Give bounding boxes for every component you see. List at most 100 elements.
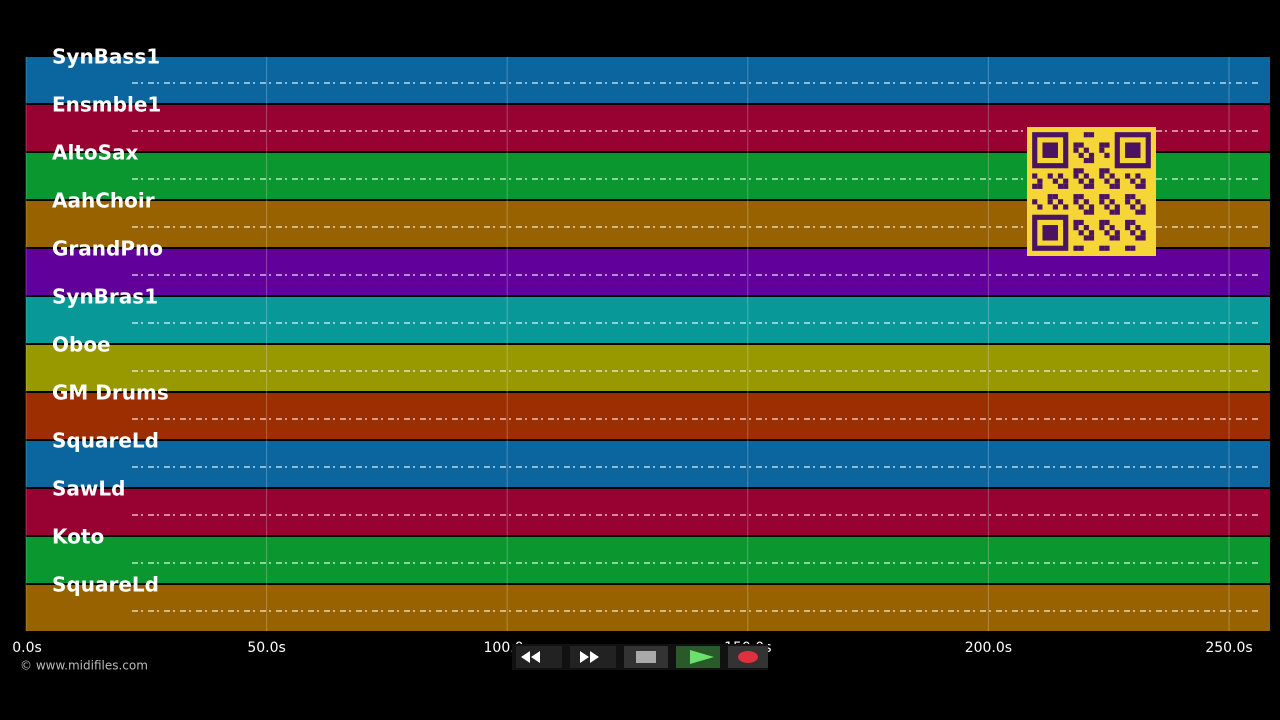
qr-module bbox=[1078, 152, 1084, 158]
rewind-button[interactable] bbox=[516, 646, 562, 668]
qr-module bbox=[1104, 194, 1110, 200]
qr-module bbox=[1140, 230, 1146, 236]
qr-module bbox=[1140, 209, 1146, 215]
qr-module bbox=[1109, 173, 1115, 179]
qr-module bbox=[1052, 178, 1058, 184]
qr-module bbox=[1073, 219, 1079, 226]
qr-module bbox=[1063, 178, 1069, 184]
qr-module bbox=[1104, 152, 1110, 158]
qr-module bbox=[1109, 235, 1115, 241]
qr-module bbox=[1057, 183, 1064, 189]
qr-module bbox=[1125, 199, 1131, 205]
qr-module bbox=[1135, 209, 1141, 215]
track-band bbox=[26, 537, 1270, 583]
qr-module bbox=[1130, 178, 1136, 184]
qr-module bbox=[1099, 219, 1105, 226]
time-tick-label: 200.0s bbox=[965, 640, 1012, 656]
qr-module bbox=[1114, 209, 1120, 215]
qr-finder-eye bbox=[1125, 142, 1141, 158]
qr-module bbox=[1135, 199, 1141, 205]
qr-module bbox=[1125, 245, 1131, 251]
qr-module bbox=[1140, 183, 1146, 189]
qr-module bbox=[1088, 132, 1095, 138]
qr-module bbox=[1104, 219, 1110, 226]
qr-module bbox=[1109, 225, 1115, 231]
qr-module bbox=[1114, 235, 1120, 241]
qr-module bbox=[1104, 245, 1110, 251]
qr-finder-eye bbox=[1042, 142, 1058, 158]
qr-module bbox=[1109, 183, 1115, 189]
qr-module bbox=[1099, 194, 1105, 200]
qr-module bbox=[1057, 173, 1064, 179]
qr-module bbox=[1052, 194, 1058, 200]
qr-module bbox=[1083, 173, 1089, 179]
track-labels: SynBass1 Ensmble1 AltoSax AahChoir GrandPno S… bbox=[52, 45, 169, 597]
qr-module bbox=[1088, 157, 1095, 164]
qr-module bbox=[1083, 235, 1089, 241]
qr-module bbox=[1088, 209, 1095, 215]
qr-module bbox=[1088, 230, 1095, 236]
qr-module bbox=[1083, 209, 1089, 215]
qr-module bbox=[1130, 204, 1136, 210]
track-band bbox=[26, 297, 1270, 343]
qr-module bbox=[1047, 199, 1053, 205]
qr-module bbox=[1078, 168, 1084, 174]
qr-module bbox=[1073, 168, 1079, 174]
qr-module bbox=[1088, 152, 1095, 158]
forward-button[interactable] bbox=[570, 646, 616, 668]
qr-module bbox=[1032, 173, 1038, 179]
qr-module bbox=[1083, 157, 1089, 164]
qr-module bbox=[1073, 245, 1079, 251]
qr-module bbox=[1073, 199, 1079, 205]
qr-module bbox=[1078, 142, 1084, 148]
qr-module bbox=[1073, 173, 1079, 179]
qr-module bbox=[1037, 204, 1043, 210]
time-tick-label: 0.0s bbox=[12, 640, 42, 656]
qr-module bbox=[1063, 183, 1069, 189]
stop-button[interactable] bbox=[624, 646, 668, 668]
track-name: AahChoir bbox=[52, 189, 155, 213]
qr-module bbox=[1078, 245, 1084, 251]
qr-module bbox=[1140, 204, 1146, 210]
track-name: GM Drums bbox=[52, 381, 169, 405]
qr-module bbox=[1109, 199, 1115, 205]
qr-module bbox=[1078, 178, 1084, 184]
qr-module bbox=[1083, 199, 1089, 205]
qr-module bbox=[1083, 147, 1089, 153]
track-name: SquareLd bbox=[52, 573, 159, 597]
qr-module bbox=[1135, 235, 1141, 241]
time-tick-label: 50.0s bbox=[247, 640, 285, 656]
qr-module bbox=[1078, 230, 1084, 236]
track-name: AltoSax bbox=[52, 141, 139, 165]
qr-module bbox=[1047, 194, 1053, 200]
record-button[interactable] bbox=[728, 646, 768, 668]
qr-module bbox=[1125, 173, 1131, 179]
qr-module bbox=[1032, 183, 1038, 189]
qr-finder-eye bbox=[1042, 225, 1058, 241]
play-button[interactable] bbox=[676, 646, 720, 668]
track-name: SynBras1 bbox=[52, 285, 158, 309]
qr-module bbox=[1037, 178, 1043, 184]
qr-module bbox=[1104, 230, 1110, 236]
qr-module bbox=[1078, 219, 1084, 226]
track-name: SynBass1 bbox=[52, 45, 160, 69]
qr-module bbox=[1125, 219, 1131, 226]
track-name: SawLd bbox=[52, 477, 125, 501]
qr-module bbox=[1130, 194, 1136, 200]
qr-module bbox=[1088, 204, 1095, 210]
qr-module bbox=[1099, 199, 1105, 205]
qr-module bbox=[1078, 194, 1084, 200]
qr-module bbox=[1130, 219, 1136, 226]
qr-module bbox=[1099, 225, 1105, 231]
qr-module bbox=[1032, 199, 1038, 205]
qr-module bbox=[1125, 225, 1131, 231]
track-band bbox=[26, 249, 1270, 295]
track-band bbox=[26, 393, 1270, 439]
qr-module bbox=[1104, 142, 1110, 148]
qr-module bbox=[1073, 147, 1079, 153]
qr-module bbox=[1104, 178, 1110, 184]
qr-module bbox=[1135, 173, 1141, 179]
qr-module bbox=[1088, 183, 1095, 189]
track-band bbox=[26, 441, 1270, 487]
